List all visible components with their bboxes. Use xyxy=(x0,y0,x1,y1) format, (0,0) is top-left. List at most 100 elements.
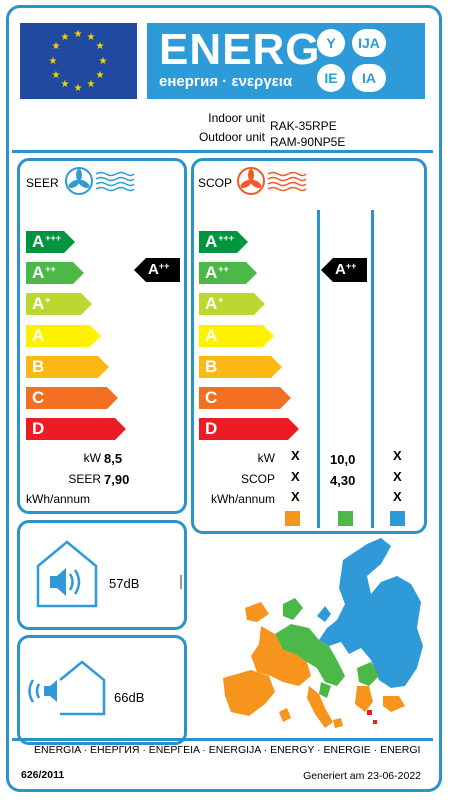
europe-climate-map xyxy=(223,538,423,728)
svg-text:★: ★ xyxy=(96,41,105,52)
scop-class-arrow: D xyxy=(199,418,299,441)
header-divider xyxy=(12,150,433,153)
seer-row-label: kWh/annum xyxy=(26,492,91,506)
scop-class-arrow: A xyxy=(199,324,274,347)
climate-divider xyxy=(371,210,374,528)
energy-label-frame xyxy=(6,5,442,792)
scop-value-warm: X xyxy=(291,489,300,504)
svg-text:★: ★ xyxy=(99,56,108,67)
scop-class-letter: D xyxy=(205,419,218,439)
outdoor-noise-value: 66dB xyxy=(114,690,145,705)
climate-warm-swatch xyxy=(285,511,300,526)
scop-class-sup: ++ xyxy=(218,264,229,275)
eu-stars-icon: ★ ★ ★ ★ ★ ★ ★ ★ ★ ★ ★ ★ xyxy=(49,29,108,94)
seer-title: SEER xyxy=(26,176,59,190)
fan-cooling-icon xyxy=(65,167,135,195)
generated-date: Generiert am 23-06-2022 xyxy=(303,770,421,782)
svg-text:★: ★ xyxy=(52,41,61,52)
scop-value-average: 4,30 xyxy=(330,473,356,488)
seer-rating-sup: ++ xyxy=(158,261,170,271)
svg-text:★: ★ xyxy=(74,83,83,94)
outdoor-unit-value: RAM-90NP5E xyxy=(270,135,346,149)
scop-value-warm: X xyxy=(291,469,300,484)
scop-rating-arrow: A ++ xyxy=(321,258,367,282)
svg-text:★: ★ xyxy=(87,32,96,43)
seer-class-letter: A xyxy=(32,325,45,345)
scop-row-label: kW xyxy=(257,451,275,465)
svg-text:★: ★ xyxy=(96,70,105,81)
seer-class-letter: A xyxy=(32,263,45,283)
seer-class-arrow: A +++ xyxy=(26,231,75,253)
scop-value-warm: X xyxy=(291,448,300,463)
scop-class-arrow: A ++ xyxy=(199,262,257,285)
scop-row-label: kWh/annum xyxy=(210,492,275,506)
indoor-unit-value: RAK-35RPE xyxy=(270,119,337,133)
scop-rating-sup: ++ xyxy=(345,261,357,271)
seer-row-value: 7,90 xyxy=(104,472,130,487)
outdoor-unit-label: Outdoor unit xyxy=(198,130,265,144)
seer-row-label: kW xyxy=(83,451,101,465)
seer-class-sup: +++ xyxy=(45,233,62,243)
seer-class-letter: B xyxy=(32,356,45,376)
seer-class-letter: C xyxy=(32,388,45,407)
scop-class-arrow: A + xyxy=(199,293,265,316)
scop-class-arrow: C xyxy=(199,387,291,409)
scop-class-letter: B xyxy=(205,356,218,376)
seer-class-arrow: D xyxy=(26,418,126,441)
seer-class-arrow: B xyxy=(26,355,109,378)
scop-value-cold: X xyxy=(393,448,402,463)
scop-class-sup: + xyxy=(218,295,224,306)
scop-class-letter: A xyxy=(205,325,218,345)
lang-badge: IJA xyxy=(352,29,386,57)
scop-value-cold: X xyxy=(393,489,402,504)
scop-class-arrow: B xyxy=(199,355,282,378)
scop-class-letter: A xyxy=(205,232,218,251)
scop-class-arrow: A +++ xyxy=(199,231,248,253)
scop-class-sup: +++ xyxy=(218,233,235,243)
seer-class-arrow: A + xyxy=(26,293,92,316)
indoor-noise-value: 57dB xyxy=(109,576,140,591)
scop-row-label: SCOP xyxy=(240,472,275,486)
footer-divider xyxy=(12,738,433,741)
seer-class-arrow: A ++ xyxy=(26,262,84,285)
svg-text:★: ★ xyxy=(61,32,70,43)
seer-class-letter: A xyxy=(32,294,45,314)
svg-text:★: ★ xyxy=(52,70,61,81)
scop-class-letter: A xyxy=(205,263,218,283)
scop-value-average: 10,0 xyxy=(330,452,356,467)
lang-badge: Y xyxy=(317,29,345,57)
seer-rating-letter: A xyxy=(148,261,159,278)
svg-text:★: ★ xyxy=(87,79,96,90)
scop-class-letter: A xyxy=(205,294,218,314)
scop-rating-letter: A xyxy=(335,261,346,278)
scop-value-cold: X xyxy=(393,469,402,484)
climate-divider xyxy=(317,210,320,528)
seer-class-sup: + xyxy=(45,295,51,306)
seer-rating-arrow: A ++ xyxy=(134,258,180,282)
tick-mark xyxy=(180,575,182,589)
seer-row-value: 8,5 xyxy=(104,451,123,466)
svg-text:★: ★ xyxy=(74,29,83,40)
seer-panel xyxy=(17,158,187,514)
seer-class-sup: ++ xyxy=(45,264,56,275)
seer-class-arrow: A xyxy=(26,324,101,347)
seer-row-label: SEER xyxy=(68,472,101,486)
svg-text:★: ★ xyxy=(61,79,70,90)
footer-languages: ENERGIA · ЕНЕРГИЯ · ΕΝΕΡΓΕΙΑ · ENERGIJA … xyxy=(34,744,421,756)
fan-heating-icon xyxy=(237,167,307,195)
indoor-unit-label: Indoor unit xyxy=(208,111,265,125)
seer-class-letter: A xyxy=(32,232,45,251)
scop-class-letter: C xyxy=(205,388,218,407)
climate-cold-swatch xyxy=(390,511,405,526)
energy-subtitle: енергия · ενεργεια xyxy=(159,73,293,90)
scop-panel xyxy=(191,158,427,534)
energy-title-block: ENERG енергия · ενεργεια Y IJA IE IA xyxy=(147,23,425,99)
eu-flag: ★ ★ ★ ★ ★ ★ ★ ★ ★ ★ ★ ★ xyxy=(20,23,137,99)
seer-class-letter: D xyxy=(32,419,45,439)
outdoor-speaker-icon xyxy=(28,660,106,716)
scop-title: SCOP xyxy=(198,176,233,190)
seer-class-arrow: C xyxy=(26,387,118,409)
regulation-number: 626/2011 xyxy=(21,769,65,781)
svg-text:★: ★ xyxy=(49,56,58,67)
energy-title: ENERG xyxy=(159,25,321,74)
